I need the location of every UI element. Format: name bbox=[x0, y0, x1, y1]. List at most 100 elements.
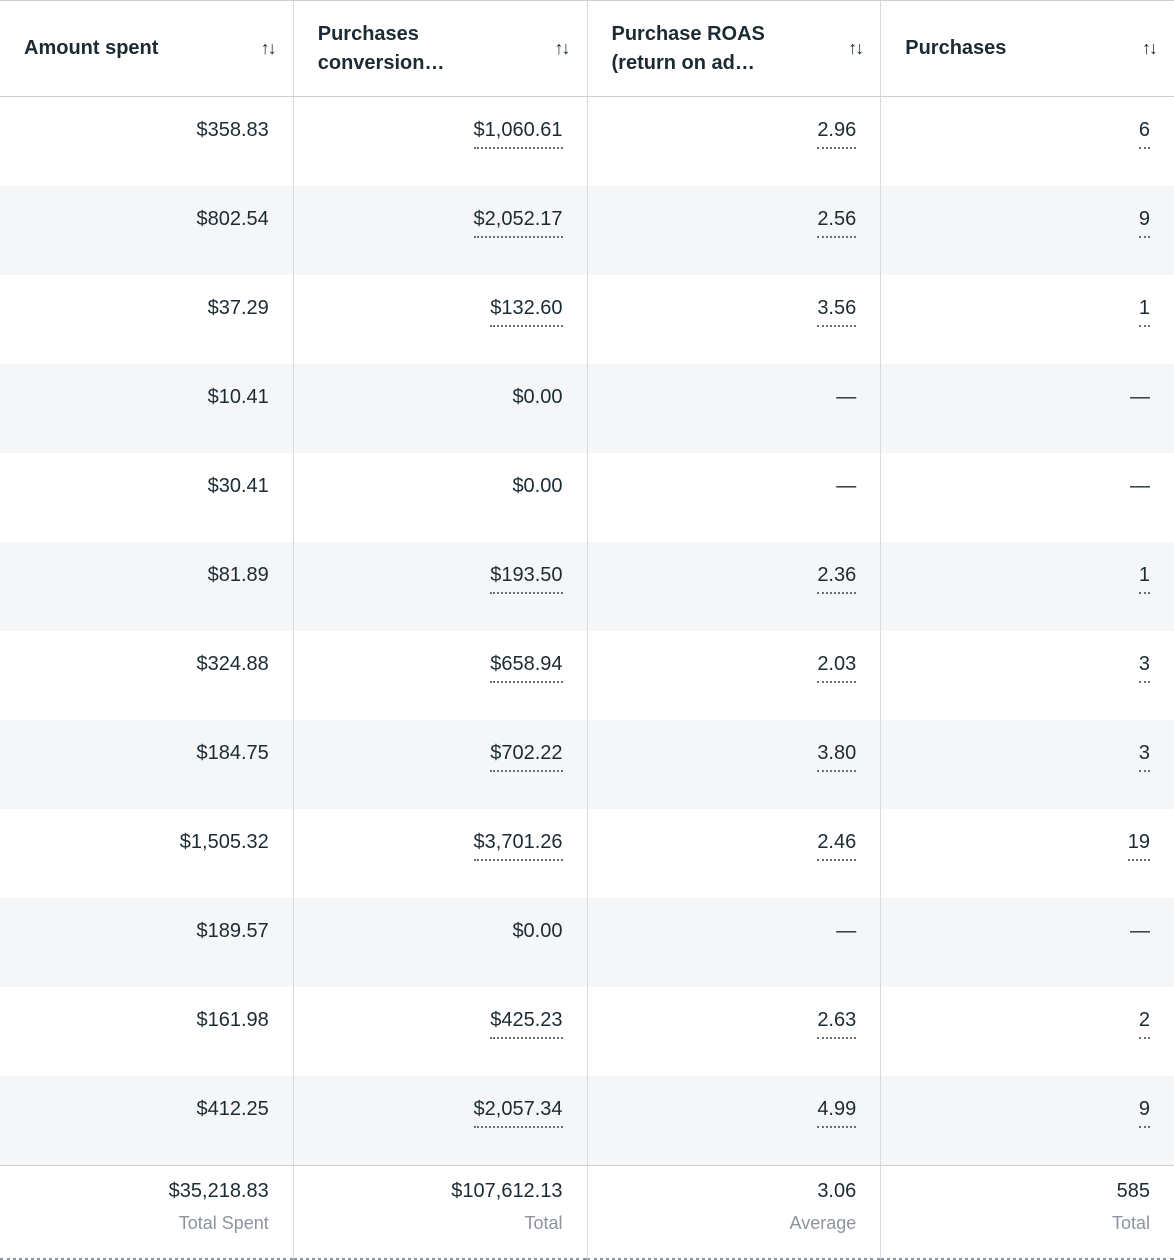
cell-conversion_value: $2,052.17 bbox=[292, 186, 587, 275]
cell-value-amount_spent: $37.29 bbox=[207, 297, 269, 319]
cell-value-amount_spent: $1,505.32 bbox=[179, 831, 269, 853]
cell-conversion_value: $1,060.61 bbox=[292, 97, 587, 186]
cell-value-purchases: — bbox=[1130, 386, 1150, 408]
cell-amount_spent: $358.83 bbox=[0, 97, 293, 186]
cell-amount_spent: $802.54 bbox=[0, 186, 293, 275]
cell-value-roas[interactable]: 2.96 bbox=[817, 118, 857, 149]
cell-value-amount_spent: $161.98 bbox=[196, 1009, 269, 1031]
cell-purchases: 9 bbox=[880, 1076, 1174, 1165]
cell-value-conversion_value[interactable]: $702.22 bbox=[490, 741, 563, 772]
cell-value-purchases[interactable]: 9 bbox=[1138, 1097, 1150, 1128]
cell-value-conversion_value[interactable]: $425.23 bbox=[490, 1008, 563, 1039]
cell-amount_spent: $10.41 bbox=[0, 364, 293, 453]
footer-label-amount-spent: Total Spent bbox=[178, 1213, 269, 1233]
cell-roas: 2.56 bbox=[586, 186, 881, 275]
table-row: $412.25 $2,057.34 4.99 9 bbox=[0, 1076, 1174, 1165]
cell-value-purchases[interactable]: 3 bbox=[1138, 741, 1150, 772]
footer-value-purchases: 585 bbox=[1116, 1180, 1150, 1202]
cell-value-amount_spent: $10.41 bbox=[207, 386, 269, 408]
cell-value-roas[interactable]: 4.99 bbox=[817, 1097, 857, 1128]
cell-value-conversion_value: $0.00 bbox=[512, 920, 563, 942]
column-header-purchases[interactable]: Purchases ↑↓ bbox=[880, 1, 1174, 96]
column-label-amount-spent: Amount spent bbox=[24, 37, 159, 59]
cell-roas: 2.36 bbox=[586, 542, 881, 631]
cell-purchases: — bbox=[880, 453, 1174, 542]
cell-purchases: — bbox=[880, 898, 1174, 987]
cell-value-purchases[interactable]: 6 bbox=[1138, 118, 1150, 149]
cell-value-amount_spent: $189.57 bbox=[196, 920, 269, 942]
column-header-purchases-conversion-value[interactable]: Purchases conversion… ↑↓ bbox=[292, 1, 587, 96]
cell-conversion_value: $3,701.26 bbox=[292, 809, 587, 898]
footer-purchases-conversion-value: $107,612.13 Total bbox=[292, 1166, 587, 1260]
table-row: $81.89 $193.50 2.36 1 bbox=[0, 542, 1174, 631]
cell-value-purchases: — bbox=[1130, 475, 1150, 497]
cell-value-conversion_value: $0.00 bbox=[512, 475, 563, 497]
cell-roas: — bbox=[586, 364, 881, 453]
cell-value-conversion_value[interactable]: $132.60 bbox=[490, 296, 563, 327]
cell-value-roas[interactable]: 2.36 bbox=[817, 563, 857, 594]
cell-amount_spent: $184.75 bbox=[0, 720, 293, 809]
cell-value-conversion_value[interactable]: $2,052.17 bbox=[473, 207, 563, 238]
cell-roas: — bbox=[586, 898, 881, 987]
table-header-row: Amount spent ↑↓ Purchases conversion… ↑↓… bbox=[0, 1, 1174, 97]
cell-value-purchases[interactable]: 2 bbox=[1138, 1008, 1150, 1039]
cell-roas: 4.99 bbox=[586, 1076, 881, 1165]
table-row: $324.88 $658.94 2.03 3 bbox=[0, 631, 1174, 720]
column-label-purchases-conversion-value: Purchases conversion… bbox=[317, 22, 445, 74]
column-header-purchase-roas[interactable]: Purchase ROAS (return on ad… ↑↓ bbox=[586, 1, 881, 96]
cell-amount_spent: $412.25 bbox=[0, 1076, 293, 1165]
cell-roas: 2.46 bbox=[586, 809, 881, 898]
cell-value-roas[interactable]: 2.56 bbox=[817, 207, 857, 238]
footer-value-purchase-roas: 3.06 bbox=[817, 1180, 857, 1202]
cell-amount_spent: $161.98 bbox=[0, 987, 293, 1076]
cell-value-amount_spent: $30.41 bbox=[207, 475, 269, 497]
cell-value-roas[interactable]: 2.03 bbox=[817, 652, 857, 683]
cell-value-purchases[interactable]: 3 bbox=[1138, 652, 1150, 683]
cell-roas: — bbox=[586, 453, 881, 542]
cell-value-roas[interactable]: 2.63 bbox=[817, 1008, 857, 1039]
cell-amount_spent: $1,505.32 bbox=[0, 809, 293, 898]
sort-icon[interactable]: ↑↓ bbox=[554, 38, 571, 58]
cell-purchases: 3 bbox=[880, 631, 1174, 720]
cell-roas: 2.63 bbox=[586, 987, 881, 1076]
cell-purchases: 1 bbox=[880, 542, 1174, 631]
cell-purchases: — bbox=[880, 364, 1174, 453]
cell-value-purchases[interactable]: 1 bbox=[1138, 296, 1150, 327]
cell-conversion_value: $425.23 bbox=[292, 987, 587, 1076]
cell-roas: 3.80 bbox=[586, 720, 881, 809]
cell-value-purchases[interactable]: 1 bbox=[1138, 563, 1150, 594]
footer-purchase-roas: 3.06 Average bbox=[586, 1166, 881, 1260]
footer-purchases: 585 Total bbox=[880, 1166, 1174, 1260]
sort-icon[interactable]: ↑↓ bbox=[848, 38, 864, 58]
cell-value-conversion_value[interactable]: $3,701.26 bbox=[473, 830, 563, 861]
sort-icon[interactable]: ↑↓ bbox=[1142, 38, 1158, 58]
cell-value-conversion_value[interactable]: $1,060.61 bbox=[473, 118, 563, 149]
cell-value-conversion_value[interactable]: $193.50 bbox=[490, 563, 563, 594]
cell-value-conversion_value[interactable]: $2,057.34 bbox=[473, 1097, 563, 1128]
cell-value-roas[interactable]: 3.80 bbox=[817, 741, 857, 772]
cell-roas: 3.56 bbox=[586, 275, 881, 364]
cell-amount_spent: $37.29 bbox=[0, 275, 293, 364]
cell-conversion_value: $0.00 bbox=[292, 453, 587, 542]
table-body: $358.83 $1,060.61 2.96 6 $802.54 $2,052.17 2.5… bbox=[0, 97, 1174, 1165]
cell-value-amount_spent: $81.89 bbox=[207, 564, 269, 586]
cell-value-purchases[interactable]: 19 bbox=[1127, 830, 1150, 861]
cell-value-purchases[interactable]: 9 bbox=[1138, 207, 1150, 238]
footer-amount-spent: $35,218.83 Total Spent bbox=[0, 1166, 293, 1260]
sort-icon[interactable]: ↑↓ bbox=[260, 38, 277, 58]
cell-value-conversion_value: $0.00 bbox=[512, 386, 563, 408]
cell-value-roas[interactable]: 3.56 bbox=[817, 296, 857, 327]
table-row: $184.75 $702.22 3.80 3 bbox=[0, 720, 1174, 809]
cell-value-amount_spent: $358.83 bbox=[196, 119, 269, 141]
column-header-amount-spent[interactable]: Amount spent ↑↓ bbox=[0, 1, 293, 96]
column-label-purchases: Purchases bbox=[905, 37, 1007, 59]
cell-value-roas[interactable]: 2.46 bbox=[817, 830, 857, 861]
table-row: $37.29 $132.60 3.56 1 bbox=[0, 275, 1174, 364]
cell-amount_spent: $81.89 bbox=[0, 542, 293, 631]
cell-purchases: 19 bbox=[880, 809, 1174, 898]
cell-purchases: 1 bbox=[880, 275, 1174, 364]
column-label-purchase-roas: Purchase ROAS (return on ad… bbox=[611, 22, 765, 74]
cell-value-conversion_value[interactable]: $658.94 bbox=[490, 652, 563, 683]
cell-amount_spent: $30.41 bbox=[0, 453, 293, 542]
